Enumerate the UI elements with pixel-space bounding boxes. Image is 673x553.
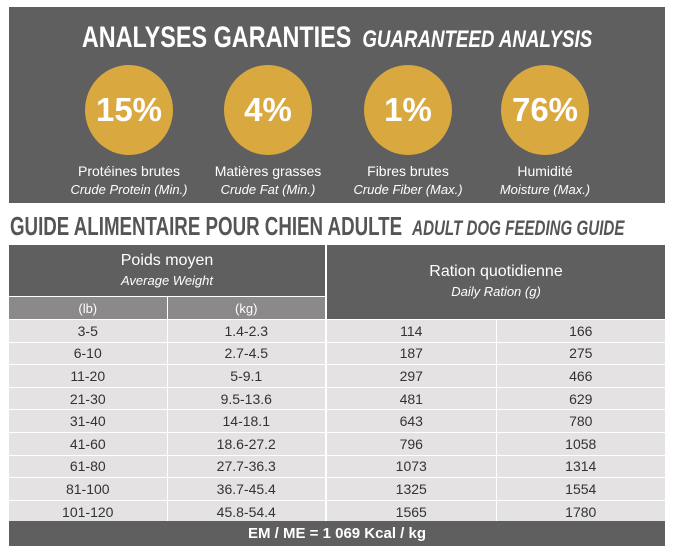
table-cell: 41-60 <box>9 431 168 456</box>
table-row: 21-30 9.5-13.6 481 629 <box>9 386 665 411</box>
table-cell: 81-100 <box>9 477 168 501</box>
table-row: 11-20 5-9.1 297 466 <box>9 364 665 388</box>
feeding-table: Poids moyen Average Weight Ration quotidi… <box>9 245 665 524</box>
kg-header: (kg) <box>167 296 326 320</box>
table-cell: 796 <box>325 431 497 456</box>
table-cell: 1325 <box>325 477 497 501</box>
table-row: 101-120 45.8-54.4 1565 1780 <box>9 499 665 524</box>
table-cell: 1780 <box>495 499 665 524</box>
table-cell: 1.4-2.3 <box>166 319 327 343</box>
table-cell: 187 <box>325 341 497 366</box>
table-row: 61-80 27.7-36.3 1073 1314 <box>9 454 665 479</box>
table-cell: 297 <box>325 364 497 388</box>
table-cell: 481 <box>325 386 497 411</box>
value-circle: 4% <box>224 65 312 155</box>
label-fr: Protéines brutes <box>78 163 180 179</box>
label-en: Crude Protein (Min.) <box>70 182 188 197</box>
label-en: Moisture (Max.) <box>499 182 591 197</box>
analysis-item: 76% Humidité Moisture (Max.) <box>470 65 620 198</box>
analysis-item: 4% Matières grasses Crude Fat (Min.) <box>193 65 343 198</box>
table-row: 81-100 36.7-45.4 1325 1554 <box>9 477 665 501</box>
table-cell: 36.7-45.4 <box>166 477 327 501</box>
table-cell: 3-5 <box>9 319 168 343</box>
feeding-guide-title: GUIDE ALIMENTAIRE POUR CHIEN ADULTE ADULT… <box>10 211 625 241</box>
label-fr: Humidité <box>517 163 573 179</box>
table-cell: 1554 <box>495 477 665 501</box>
table-cell: 31-40 <box>9 409 168 433</box>
analysis-title: ANALYSES GARANTIES GUARANTEED ANALYSIS <box>81 21 593 54</box>
value-circle: 76% <box>501 65 589 155</box>
label-en: Crude Fat (Min.) <box>220 182 316 197</box>
table-cell: 18.6-27.2 <box>166 431 327 456</box>
table-row: 41-60 18.6-27.2 796 1058 <box>9 431 665 456</box>
analysis-item: 1% Fibres brutes Crude Fiber (Max.) <box>333 65 483 198</box>
table-cell: 1058 <box>495 431 665 456</box>
table-cell: 5-9.1 <box>166 364 327 388</box>
analysis-item: 15% Protéines brutes Crude Protein (Min.) <box>54 65 204 198</box>
table-cell: 275 <box>495 341 665 366</box>
weight-header: Poids moyen Average Weight <box>9 245 326 297</box>
label-en: Crude Fiber (Max.) <box>353 182 463 197</box>
table-cell: 114 <box>325 319 497 343</box>
table-cell: 2.7-4.5 <box>166 341 327 366</box>
table-cell: 1073 <box>325 454 497 479</box>
table-cell: 21-30 <box>9 386 168 411</box>
table-row: 31-40 14-18.1 643 780 <box>9 409 665 433</box>
ration-header: Ration quotidienne Daily Ration (g) <box>325 245 665 320</box>
table-row: 3-5 1.4-2.3 114 166 <box>9 319 665 343</box>
table-cell: 1565 <box>325 499 497 524</box>
guaranteed-analysis-panel: ANALYSES GARANTIES GUARANTEED ANALYSIS 15… <box>9 7 665 203</box>
energy-footer: EM / ME = 1 069 Kcal / kg <box>9 521 665 546</box>
table-cell: 14-18.1 <box>166 409 327 433</box>
table-cell: 11-20 <box>9 364 168 388</box>
lb-header: (lb) <box>9 296 168 320</box>
table-cell: 45.8-54.4 <box>166 499 327 524</box>
table-cell: 643 <box>325 409 497 433</box>
table-cell: 61-80 <box>9 454 168 479</box>
label-fr: Fibres brutes <box>367 163 449 179</box>
table-cell: 780 <box>495 409 665 433</box>
table-cell: 27.7-36.3 <box>166 454 327 479</box>
table-row: 6-10 2.7-4.5 187 275 <box>9 341 665 366</box>
table-cell: 1314 <box>495 454 665 479</box>
table-cell: 101-120 <box>9 499 168 524</box>
table-cell: 629 <box>495 386 665 411</box>
table-cell: 466 <box>495 364 665 388</box>
table-cell: 166 <box>495 319 665 343</box>
table-cell: 6-10 <box>9 341 168 366</box>
value-circle: 1% <box>364 65 452 155</box>
value-circle: 15% <box>85 65 173 155</box>
label-fr: Matières grasses <box>214 163 322 179</box>
table-cell: 9.5-13.6 <box>166 386 327 411</box>
